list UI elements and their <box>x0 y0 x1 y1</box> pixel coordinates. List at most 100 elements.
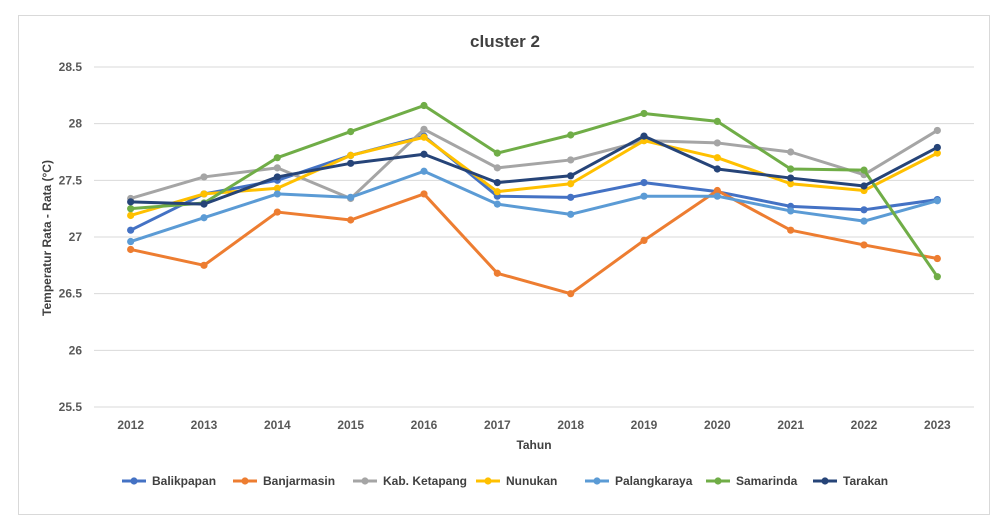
y-axis-ticks: 25.5 26 26.5 27 27.5 28 28.5 <box>59 60 83 414</box>
legend-marker <box>484 477 492 485</box>
data-point <box>127 211 135 220</box>
series-line <box>129 135 939 217</box>
data-point <box>933 126 941 135</box>
legend-item: Tarakan <box>813 474 888 488</box>
data-point <box>713 139 721 147</box>
data-point <box>640 132 648 140</box>
data-point <box>787 148 795 156</box>
data-point <box>273 154 281 162</box>
legend-item: Banjarmasin <box>233 474 335 488</box>
data-point <box>860 206 868 214</box>
data-point <box>567 193 575 201</box>
legend-label: Nunukan <box>506 474 557 488</box>
series-line <box>129 189 939 296</box>
data-point <box>347 151 355 159</box>
x-tick-label: 2019 <box>631 418 658 432</box>
data-point <box>273 190 281 198</box>
x-tick-label: 2020 <box>704 418 731 432</box>
data-point <box>200 200 208 208</box>
data-point <box>787 226 795 234</box>
series-group <box>127 101 941 298</box>
series-balikpapan <box>127 132 941 234</box>
data-point <box>713 154 721 162</box>
data-point <box>567 156 575 164</box>
x-tick-label: 2016 <box>411 418 438 432</box>
data-point <box>493 269 501 277</box>
data-point <box>347 159 355 167</box>
data-point <box>420 125 428 133</box>
series-line <box>129 104 939 279</box>
x-tick-label: 2014 <box>264 418 291 432</box>
series-tarakan <box>127 132 941 208</box>
data-point <box>347 193 355 201</box>
data-point <box>127 226 135 234</box>
data-point <box>860 166 868 174</box>
data-point <box>493 179 501 187</box>
legend-label: Balikpapan <box>152 474 216 488</box>
data-point <box>640 192 648 200</box>
data-point <box>420 150 428 158</box>
y-tick-label: 28.5 <box>59 60 83 74</box>
gridlines <box>94 66 974 408</box>
data-point <box>567 172 575 180</box>
data-point <box>420 101 428 110</box>
series-line <box>129 127 939 200</box>
data-point <box>787 174 795 182</box>
legend-item: Nunukan <box>476 474 557 488</box>
data-point <box>713 165 721 173</box>
data-point <box>713 192 721 200</box>
x-tick-label: 2012 <box>117 418 144 432</box>
y-axis-title: Temperatur Rata - Rata (°C) <box>40 160 54 316</box>
legend-marker <box>714 477 722 485</box>
data-point <box>567 210 575 218</box>
legend-label: Palangkaraya <box>615 474 693 488</box>
legend-item: Palangkaraya <box>585 474 693 488</box>
data-point <box>640 109 648 118</box>
legend-marker <box>361 477 369 485</box>
data-point <box>493 200 501 208</box>
series-line <box>129 134 939 232</box>
data-point <box>273 164 281 172</box>
legend-label: Samarinda <box>736 474 798 488</box>
data-point <box>420 133 428 141</box>
legend-item: Kab. Ketapang <box>353 474 467 488</box>
data-point <box>567 180 575 188</box>
series-line <box>129 169 939 244</box>
data-point <box>127 205 135 213</box>
x-tick-label: 2023 <box>924 418 951 432</box>
data-point <box>273 173 281 181</box>
data-point <box>127 245 135 254</box>
x-axis-ticks: 2012 2013 2014 2015 2016 2017 2018 2019 2020 2021… <box>117 418 951 432</box>
x-tick-label: 2018 <box>557 418 584 432</box>
data-point <box>493 188 501 196</box>
data-point <box>567 290 575 298</box>
data-point <box>933 254 941 263</box>
series-line <box>129 134 939 206</box>
data-point <box>860 182 868 190</box>
legend: Balikpapan Banjarmasin Kab. Ketapang Nunuka… <box>122 474 888 488</box>
data-point <box>273 208 281 216</box>
legend-label: Banjarmasin <box>263 474 335 488</box>
data-point <box>860 241 868 249</box>
chart-frame <box>18 15 990 515</box>
data-point <box>933 149 941 157</box>
data-point <box>493 164 501 172</box>
y-tick-label: 26 <box>69 343 83 357</box>
data-point <box>860 217 868 225</box>
data-point <box>713 117 721 125</box>
data-point <box>640 179 648 187</box>
data-point <box>347 216 355 224</box>
x-tick-label: 2015 <box>337 418 364 432</box>
legend-item: Samarinda <box>706 474 798 488</box>
legend-marker <box>593 477 601 485</box>
series-palangkaraya <box>127 167 941 246</box>
legend-item: Balikpapan <box>122 474 216 488</box>
y-tick-label: 27.5 <box>59 173 83 187</box>
data-point <box>933 273 941 281</box>
data-point <box>567 131 575 139</box>
data-point <box>493 149 501 157</box>
series-banjarmasin <box>127 186 941 298</box>
legend-marker <box>130 477 138 485</box>
data-point <box>127 237 135 246</box>
